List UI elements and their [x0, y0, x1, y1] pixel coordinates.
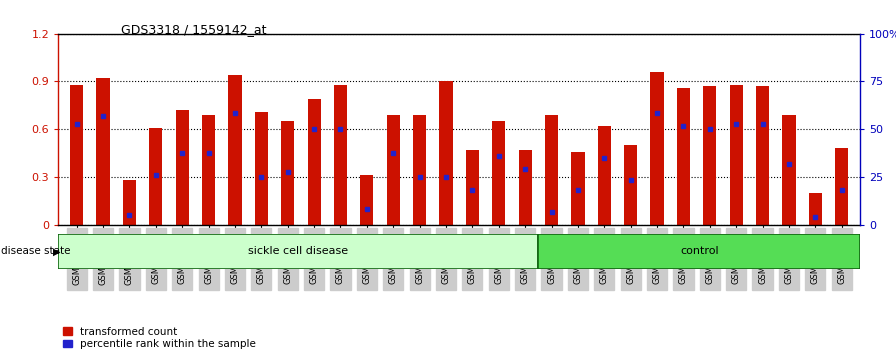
- Bar: [676, 88, 690, 225]
- Bar: [70, 85, 83, 225]
- Bar: [650, 72, 664, 225]
- Bar: [538, 234, 860, 269]
- Legend: transformed count, percentile rank within the sample: transformed count, percentile rank withi…: [64, 327, 256, 349]
- Bar: [123, 180, 136, 225]
- Bar: [703, 86, 717, 225]
- Bar: [545, 115, 558, 225]
- Bar: [307, 99, 321, 225]
- Bar: [625, 145, 637, 225]
- Bar: [519, 150, 531, 225]
- Bar: [439, 81, 452, 225]
- Bar: [176, 110, 189, 225]
- Bar: [835, 148, 849, 225]
- Bar: [466, 150, 479, 225]
- Text: sickle cell disease: sickle cell disease: [248, 246, 349, 256]
- Text: control: control: [680, 246, 719, 256]
- Bar: [334, 85, 347, 225]
- Bar: [572, 152, 584, 225]
- Bar: [202, 115, 215, 225]
- Bar: [413, 115, 426, 225]
- Bar: [598, 126, 611, 225]
- Bar: [150, 127, 162, 225]
- Bar: [97, 78, 109, 225]
- Text: GDS3318 / 1559142_at: GDS3318 / 1559142_at: [121, 23, 266, 36]
- Bar: [809, 193, 822, 225]
- Bar: [58, 234, 538, 269]
- Text: disease state: disease state: [1, 246, 71, 256]
- Bar: [492, 121, 505, 225]
- Bar: [281, 121, 294, 225]
- Bar: [254, 112, 268, 225]
- Bar: [360, 175, 374, 225]
- Text: ▶: ▶: [53, 246, 60, 256]
- Bar: [387, 115, 400, 225]
- Bar: [756, 86, 769, 225]
- Bar: [729, 85, 743, 225]
- Bar: [228, 75, 242, 225]
- Bar: [782, 115, 796, 225]
